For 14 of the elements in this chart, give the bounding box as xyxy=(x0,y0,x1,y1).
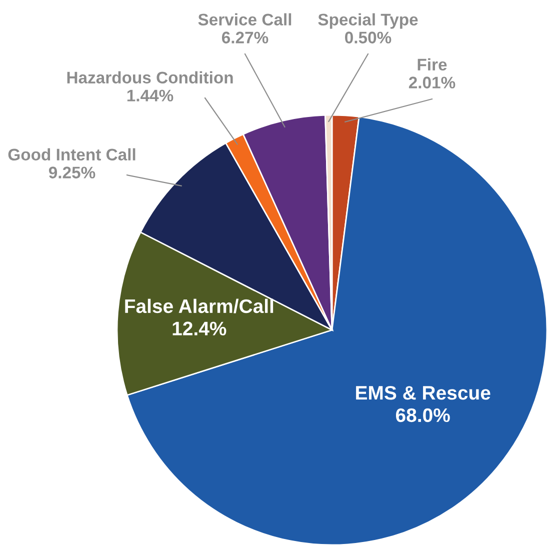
data-label: 9.25% xyxy=(48,166,96,178)
slice-label: Good Intent Call xyxy=(8,148,136,160)
data-label: 1.44% xyxy=(127,90,174,102)
slice-label: Service Call xyxy=(198,13,292,26)
data-label: 12.4% xyxy=(172,322,226,336)
data-label: 68.0% xyxy=(396,408,450,422)
data-label: 0.50% xyxy=(345,32,392,44)
slice-label: Hazardous Condition xyxy=(67,71,233,84)
slice-label: EMS & Rescue xyxy=(356,386,490,400)
slice-label: False Alarm/Call xyxy=(125,298,274,314)
slice-label: Special Type xyxy=(318,13,418,29)
data-label: 6.27% xyxy=(222,32,268,44)
data-label: 2.01% xyxy=(408,76,456,88)
slice-label: Fire xyxy=(418,58,447,70)
